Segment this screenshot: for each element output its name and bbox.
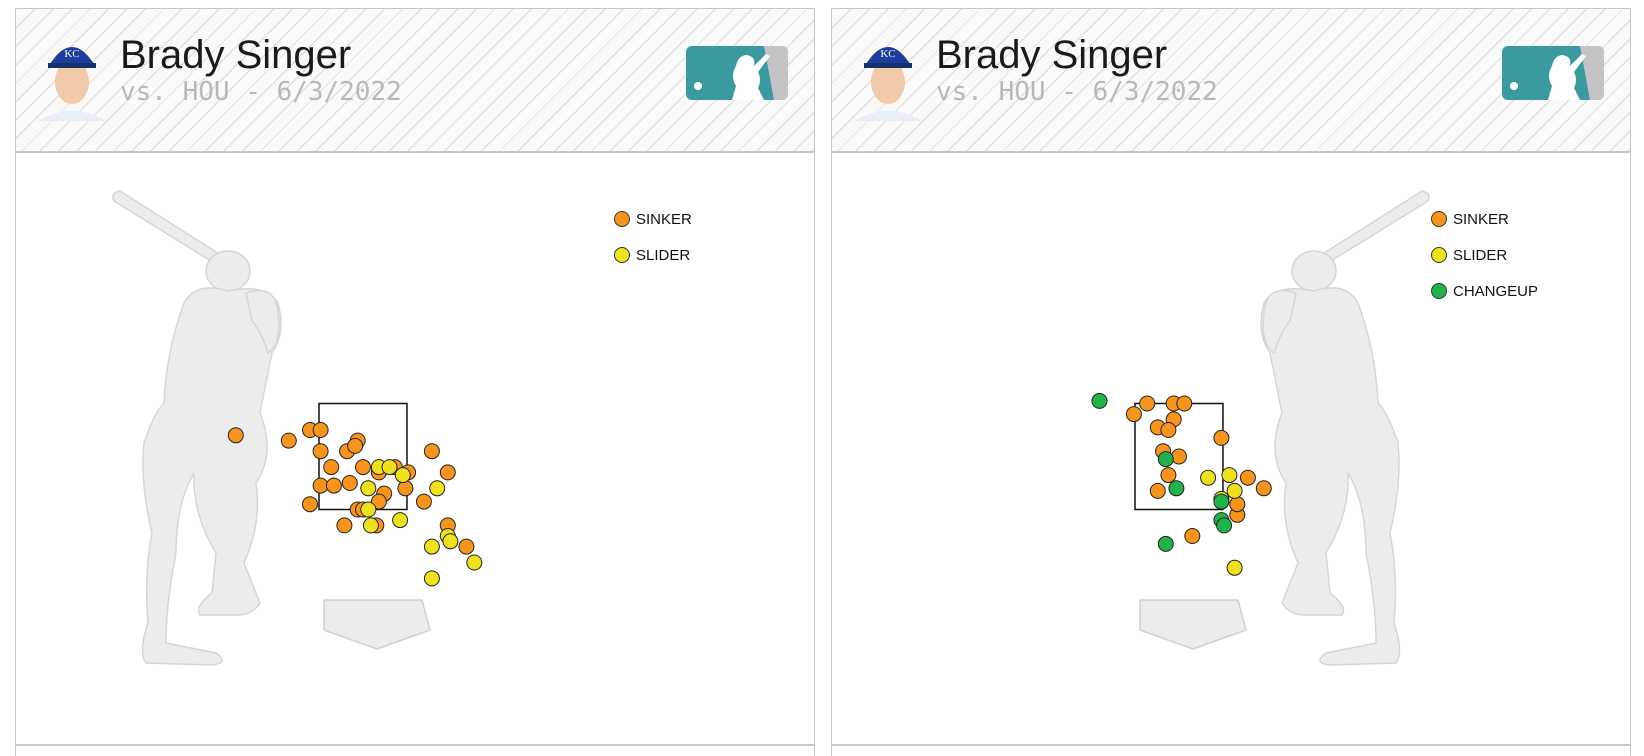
panel-header: KC Brady Singer vs. HOU - 6/3/2022 <box>16 8 814 153</box>
pitch-point-sinker <box>423 443 440 460</box>
pitch-chart-panel-right: KC Brady Singer vs. HOU - 6/3/2022 SINKE… <box>831 8 1631 756</box>
pitch-point-slider <box>394 467 411 484</box>
pitch-point-sinker <box>355 459 371 476</box>
pitch-point-sinker <box>323 459 340 476</box>
pitch-point-changeup <box>1216 517 1233 534</box>
pitch-point-slider <box>381 459 398 476</box>
pitch-location-chart-right: SINKER SLIDER CHANGEUP <box>1091 190 1538 666</box>
pitch-point-sinker <box>397 480 414 497</box>
pitch-point-sinker <box>439 464 456 481</box>
pitch-point-sinker <box>1160 422 1177 438</box>
team-logo: KC <box>880 48 895 60</box>
batter-silhouette <box>112 190 282 666</box>
pitch-point-sinker <box>302 496 318 513</box>
legend-item-slider: SLIDER <box>614 247 690 264</box>
series-changeup <box>1091 392 1233 552</box>
legend-item-sinker: SINKER <box>1431 211 1509 228</box>
pitch-point-sinker <box>280 432 297 449</box>
pitch-point-slider <box>1200 469 1217 486</box>
pitch-point-sinker <box>370 493 387 510</box>
pitch-point-slider <box>466 554 483 571</box>
home-plate <box>1139 599 1247 650</box>
pitch-point-slider <box>423 538 440 555</box>
pitch-point-slider <box>429 480 446 497</box>
pitch-chart-panel-left: KC Brady Singer vs. HOU - 6/3/2022 SINKE… <box>15 8 815 756</box>
pitch-point-sinker <box>1239 469 1256 486</box>
mlb-logo-icon <box>1502 46 1604 100</box>
game-subtitle: vs. HOU - 6/3/2022 <box>120 77 402 107</box>
team-logo: KC <box>64 48 79 60</box>
pitch-point-sinker <box>1125 406 1142 423</box>
pitch-point-slider <box>392 512 409 529</box>
pitch-point-sinker <box>1184 528 1201 544</box>
pitch-point-slider <box>1221 467 1238 484</box>
pitch-point-sinker <box>1160 467 1177 484</box>
pitch-point-changeup <box>1157 535 1174 552</box>
player-headshot: KC <box>38 47 106 121</box>
pitch-point-sinker <box>325 477 342 494</box>
pitch-point-slider <box>360 501 377 518</box>
legend-item-sinker: SINKER <box>614 211 692 228</box>
pitch-point-sinker <box>341 475 358 491</box>
panel-footer <box>16 744 814 746</box>
pitch-point-sinker <box>312 422 329 438</box>
player-headshot: KC <box>854 47 922 121</box>
series-slider <box>360 459 483 587</box>
player-name: Brady Singer <box>120 33 352 77</box>
pitch-point-sinker <box>1149 482 1166 499</box>
pitch-point-changeup <box>1168 480 1185 497</box>
pitch-point-sinker <box>1229 496 1246 513</box>
pitch-point-slider <box>1226 559 1243 576</box>
pitch-point-sinker <box>312 443 329 460</box>
pitch-point-sinker <box>1139 395 1156 412</box>
legend-label: SINKER <box>1453 211 1509 228</box>
mlb-logo-icon <box>686 46 788 100</box>
pitch-point-changeup <box>1091 392 1108 409</box>
pitch-point-sinker <box>458 538 475 555</box>
pitch-point-slider <box>423 570 440 587</box>
pitch-point-sinker <box>347 437 364 454</box>
panel-header: KC Brady Singer vs. HOU - 6/3/2022 <box>832 8 1630 153</box>
pitch-point-slider <box>360 480 377 497</box>
pitch-point-changeup <box>1213 493 1230 510</box>
batter-silhouette <box>1260 190 1430 666</box>
player-name: Brady Singer <box>936 33 1168 77</box>
pitch-point-sinker <box>336 517 353 534</box>
pitch-point-sinker <box>1171 448 1187 465</box>
legend-label: SLIDER <box>636 247 690 264</box>
pitch-point-slider <box>1226 482 1243 499</box>
pitch-point-sinker <box>1213 429 1230 446</box>
pitch-point-slider <box>362 517 379 534</box>
pitch-point-changeup <box>1157 451 1174 468</box>
pitch-location-chart-left: SINKER SLIDER <box>112 190 692 666</box>
legend-label: SINKER <box>636 211 692 228</box>
legend-label: CHANGEUP <box>1453 283 1538 300</box>
legend-item-slider: SLIDER <box>1431 247 1507 264</box>
pitch-point-sinker <box>312 477 329 494</box>
pitch-point-sinker <box>415 493 432 510</box>
game-subtitle: vs. HOU - 6/3/2022 <box>936 77 1218 107</box>
pitch-point-slider <box>442 533 459 550</box>
home-plate <box>323 599 431 650</box>
pitch-point-sinker <box>227 427 244 444</box>
legend-label: SLIDER <box>1453 247 1507 264</box>
series-sinker <box>1125 395 1272 544</box>
pitch-point-sinker <box>1255 480 1272 497</box>
pitch-point-sinker <box>1176 395 1193 412</box>
legend-item-changeup: CHANGEUP <box>1431 283 1538 300</box>
panel-footer <box>832 744 1630 746</box>
